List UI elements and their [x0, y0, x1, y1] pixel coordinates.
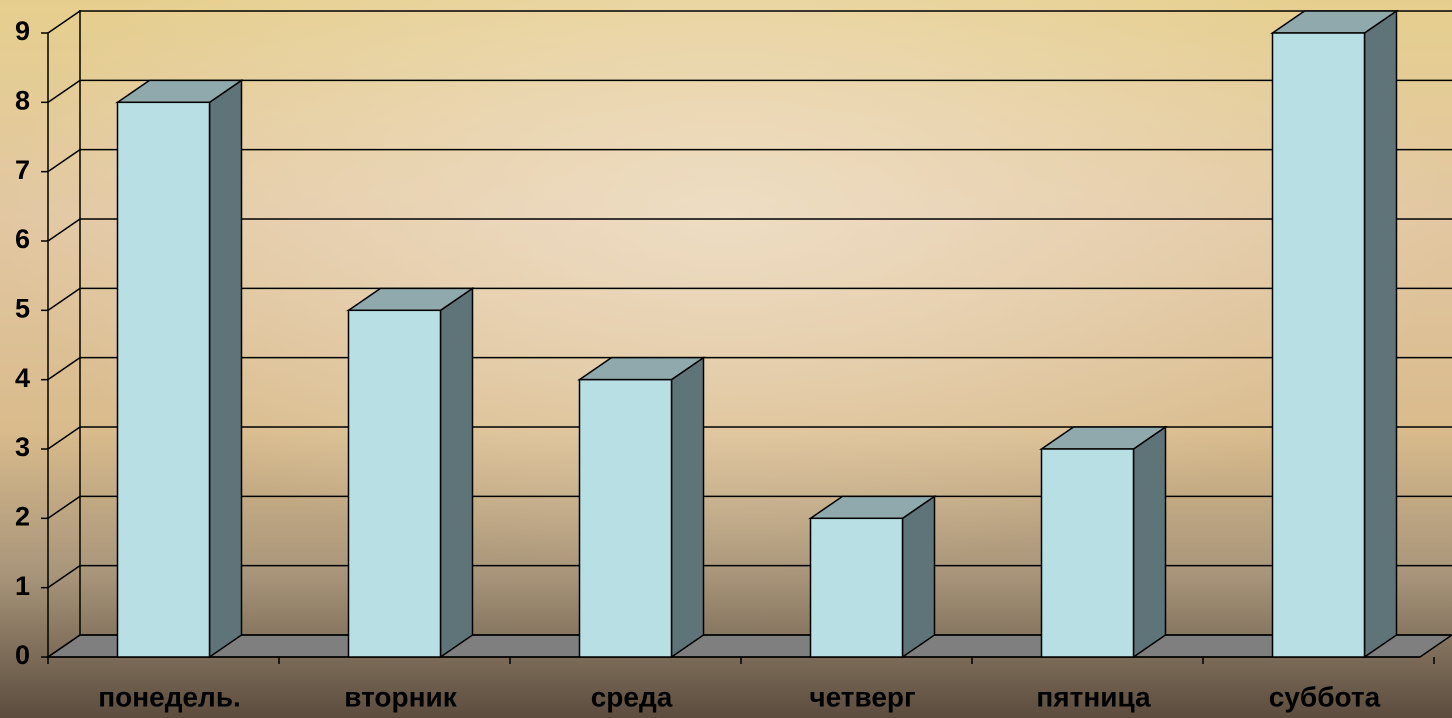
grid-line-side	[47, 10, 81, 34]
x-tick-label: вторник	[344, 681, 458, 712]
y-tick-label: 4	[15, 363, 30, 393]
grid-line-side	[47, 287, 81, 311]
bar-side	[208, 78, 243, 659]
grid-line-side	[47, 218, 81, 242]
x-tick-label: пятница	[1036, 681, 1151, 712]
x-tick-label: среда	[591, 681, 673, 712]
bar-side	[670, 356, 705, 659]
bar	[809, 517, 904, 658]
grid-line-side	[47, 149, 81, 173]
y-tick-label: 0	[15, 640, 30, 670]
bar	[1271, 32, 1366, 658]
y-tick-label: 7	[15, 155, 30, 185]
y-tick-label: 3	[15, 432, 30, 462]
y-tick-label: 5	[15, 293, 30, 323]
y-tick-label: 2	[15, 501, 30, 531]
grid-line-side	[47, 426, 81, 450]
y-tick-label: 1	[15, 571, 30, 601]
bar-side	[1132, 425, 1167, 659]
floor	[45, 634, 1452, 658]
bar	[347, 309, 442, 658]
bar-side	[1363, 9, 1398, 659]
y-tick-label: 6	[15, 224, 30, 254]
x-tick-label: четверг	[809, 681, 915, 712]
bar	[578, 378, 673, 658]
bar-side	[439, 286, 474, 659]
y-tick-label: 9	[15, 16, 30, 46]
x-tick-label: суббота	[1269, 681, 1381, 712]
grid-line-side	[47, 495, 81, 519]
bar	[1040, 448, 1135, 658]
bar	[116, 101, 211, 658]
x-tick-label: понедель.	[98, 681, 241, 712]
grid-line-side	[47, 634, 81, 658]
y-tick-label: 8	[15, 85, 30, 115]
grid-line-side	[47, 79, 81, 103]
grid-line-side	[47, 565, 81, 589]
grid-line-side	[47, 357, 81, 381]
bar-side	[901, 494, 936, 659]
